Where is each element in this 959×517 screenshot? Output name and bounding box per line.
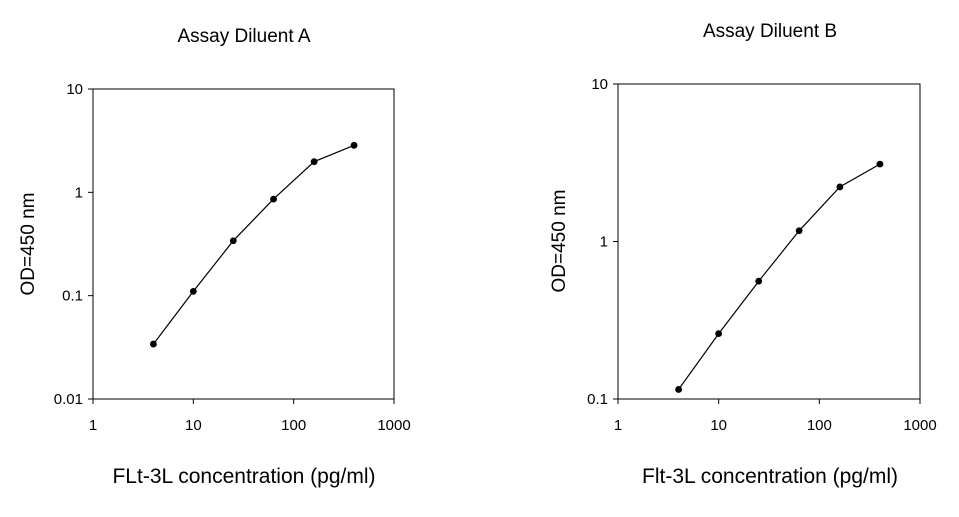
- chart-a-series-line: [152, 144, 355, 345]
- chart-a-x-tick-label: 1000: [377, 417, 410, 434]
- chart-a-data-point: [310, 158, 318, 166]
- chart-b-data-point: [715, 330, 723, 338]
- chart-a-y-tick-label: 0.01: [54, 391, 83, 408]
- chart-a-plot-frame: [92, 88, 395, 400]
- chart-b-data-point: [876, 160, 884, 168]
- chart-a-data-point: [150, 340, 157, 348]
- chart-a-x-tick-label: 1: [89, 417, 97, 434]
- chart-b-x-tick-label: 10: [710, 417, 727, 434]
- chart-b-y-tick-label: 0.1: [587, 391, 608, 408]
- chart-b-x-axis-label: Flt-3L concentration (pg/ml): [642, 465, 898, 488]
- chart-a-y-tick-label: 10: [66, 81, 83, 98]
- chart-b-x-tick-label: 1000: [903, 417, 936, 434]
- chart-a-data-point: [270, 195, 277, 203]
- chart-a-title: Assay Diluent A: [177, 26, 310, 47]
- chart-b: Assay Diluent B 10 1 0.1 1 10 100 1000 Flt-3L…: [549, 21, 937, 488]
- chart-b-y-axis-label: OD=450 nm: [549, 190, 570, 293]
- chart-a-y-tick-label: 1: [75, 184, 83, 201]
- chart-b-data-point: [755, 277, 763, 285]
- chart-b-data-point: [795, 227, 803, 235]
- chart-b-data-point: [836, 183, 844, 191]
- chart-b-plot-frame: [617, 83, 921, 400]
- chart-a-x-axis-label: FLt-3L concentration (pg/ml): [112, 465, 375, 488]
- chart-b-y-tick-label: 10: [591, 76, 608, 93]
- chart-b-data-point: [675, 386, 683, 393]
- chart-a-data-point: [350, 141, 358, 149]
- chart-b-x-tick-label: 1: [614, 417, 622, 434]
- chart-b-y-tick-label: 1: [600, 234, 608, 251]
- chart-a-y-tick-label: 0.1: [62, 288, 83, 305]
- chart-b-title: Assay Diluent B: [703, 21, 837, 42]
- chart-a-y-axis-label: OD=450 nm: [18, 193, 39, 296]
- chart-a-x-tick-label: 10: [185, 417, 202, 434]
- chart-b-series-line: [678, 163, 881, 390]
- chart-b-x-tick-label: 100: [807, 417, 832, 434]
- chart-a-data-point: [229, 237, 237, 245]
- chart-a: Assay Diluent A 10 1 0.1 0.01 1 10 100 1000 FL…: [18, 26, 411, 488]
- chart-a-data-point: [189, 287, 197, 295]
- chart-a-x-tick-label: 100: [281, 417, 306, 434]
